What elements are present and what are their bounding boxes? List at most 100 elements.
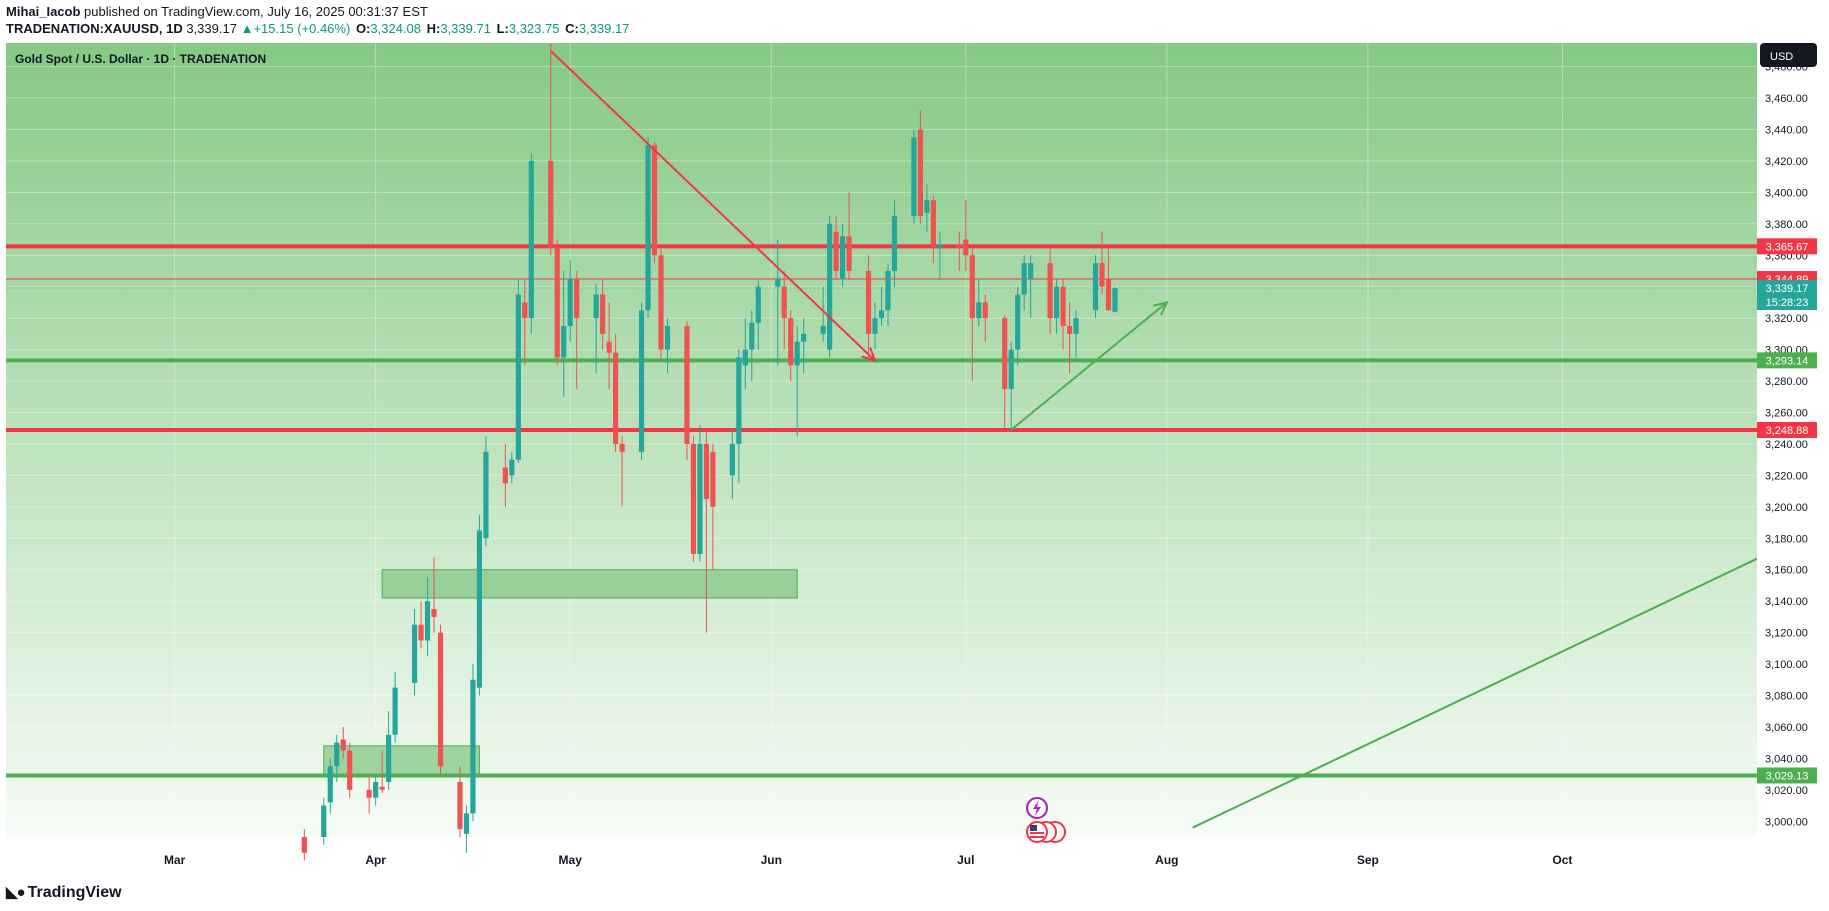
candle-up <box>515 294 521 460</box>
candle-up <box>327 766 333 803</box>
price-change: +15.15 (+0.46%) <box>253 21 351 36</box>
tradingview-logo[interactable]: ◣● TradingView <box>6 884 122 902</box>
candle-down <box>457 781 463 830</box>
y-tick-label: 3,260.00 <box>1765 407 1808 419</box>
trend-line <box>1192 557 1758 829</box>
x-tick-label: Mar <box>164 853 186 867</box>
candle-up <box>561 326 567 358</box>
candle-up <box>528 160 534 319</box>
down-arrow-line <box>550 50 876 362</box>
y-tick-label: 3,160.00 <box>1765 565 1808 577</box>
x-tick-label: Sep <box>1357 853 1379 867</box>
candle-up <box>476 530 483 688</box>
candles-layer <box>301 43 1118 861</box>
candle-up <box>736 357 742 444</box>
candle-up <box>509 459 515 476</box>
price-level-tag <box>1757 238 1817 255</box>
candle-up <box>386 734 392 782</box>
candle-down <box>600 294 606 334</box>
x-tick-label: Apr <box>365 853 386 867</box>
author-name[interactable]: Mihai_Iacob <box>6 4 81 19</box>
y-tick-label: 3,240.00 <box>1765 439 1808 451</box>
candle-up <box>1021 263 1027 295</box>
candle-down <box>917 129 924 216</box>
candle-down <box>651 145 658 256</box>
candle-up <box>470 679 476 814</box>
bar-countdown-label: 15:28:23 <box>1766 297 1809 309</box>
y-tick-label: 3,000.00 <box>1765 816 1808 828</box>
price-labels-layer: 3,365.673,344.893,293.143,248.883,029.13… <box>1757 238 1817 784</box>
y-tick-label: 3,120.00 <box>1765 628 1808 640</box>
time-axis[interactable]: Mar Apr May Jun Jul Aug Sep Oct <box>164 853 1573 867</box>
candle-up <box>645 145 651 311</box>
candle-up <box>1015 294 1021 350</box>
y-tick-label: 3,200.00 <box>1765 502 1808 514</box>
up-arrow-head <box>1153 300 1169 316</box>
x-tick-label: May <box>559 853 583 867</box>
candle-down <box>301 837 307 853</box>
candle-up <box>373 781 379 798</box>
close-label: C: <box>565 21 579 36</box>
last-price-label: 3,339.17 <box>1766 283 1809 295</box>
candle-up <box>463 813 470 834</box>
candle-up <box>392 687 398 735</box>
candle-up <box>820 326 826 334</box>
candle-down <box>982 302 988 319</box>
currency-button-label[interactable]: USD <box>1770 51 1793 63</box>
candle-up <box>593 294 599 319</box>
y-tick-label: 3,100.00 <box>1765 659 1808 671</box>
candle-down <box>619 443 625 452</box>
lightning-bolt-shape <box>1033 800 1041 816</box>
high-label: H: <box>426 21 441 36</box>
y-tick-label: 3,080.00 <box>1765 690 1808 702</box>
candle-up <box>872 318 878 334</box>
publish-info: Mihai_Iacob published on TradingView.com… <box>6 4 428 20</box>
candle-down <box>613 352 619 444</box>
event-markers[interactable] <box>1026 797 1066 843</box>
up-arrow-line <box>1010 301 1168 431</box>
candle-down <box>969 255 975 319</box>
open-label: O: <box>355 21 371 36</box>
currency-button-bg[interactable] <box>1760 43 1817 67</box>
last-price-tag <box>1757 280 1817 311</box>
candle-up <box>334 742 340 767</box>
currency-button[interactable]: USD <box>1760 43 1817 67</box>
candle-up <box>755 286 761 323</box>
price-chart[interactable]: Gold Spot / U.S. Dollar · 1D · TRADENATI… <box>0 43 1829 881</box>
candle-down <box>548 160 554 248</box>
last-price: 3,339.17 <box>186 21 237 36</box>
high-value: 3,339.71 <box>440 21 491 36</box>
us-flag-stripes-1 <box>1030 832 1044 834</box>
candle-up <box>827 223 833 350</box>
candle-up <box>411 624 418 683</box>
x-tick-label: Jul <box>957 853 974 867</box>
price-level-tag <box>1757 421 1817 438</box>
y-tick-label: 3,440.00 <box>1765 124 1808 136</box>
levels-layer <box>6 244 1757 778</box>
candle-up <box>794 341 800 366</box>
y-tick-label: 3,040.00 <box>1765 753 1808 765</box>
low-value: 3,323.75 <box>508 21 560 36</box>
price-level-label: 3,029.13 <box>1766 770 1809 782</box>
candle-up <box>976 302 982 319</box>
chart-background <box>6 43 1757 837</box>
y-tick-label: 3,180.00 <box>1765 533 1808 545</box>
candle-up <box>1054 286 1060 319</box>
price-level-label: 3,248.88 <box>1766 425 1809 437</box>
candle-down <box>956 244 962 248</box>
x-tick-label: Jun <box>761 853 782 867</box>
tradingview-wordmark: TradingView <box>27 884 122 901</box>
candle-up <box>885 270 891 311</box>
tradingview-logo-icon: ◣● <box>6 884 26 901</box>
candle-down <box>502 467 508 484</box>
trendlines-layer <box>550 50 1758 829</box>
symbol-label: TRADENATION:XAUUSD, 1D <box>6 21 183 36</box>
y-tick-label: 3,400.00 <box>1765 187 1808 199</box>
candle-down <box>930 200 936 248</box>
candle-up <box>664 326 671 350</box>
candle-down <box>963 239 969 256</box>
candle-up <box>483 451 489 539</box>
candle-down <box>833 231 839 271</box>
candle-up <box>801 333 807 342</box>
x-tick-label: Aug <box>1155 853 1178 867</box>
